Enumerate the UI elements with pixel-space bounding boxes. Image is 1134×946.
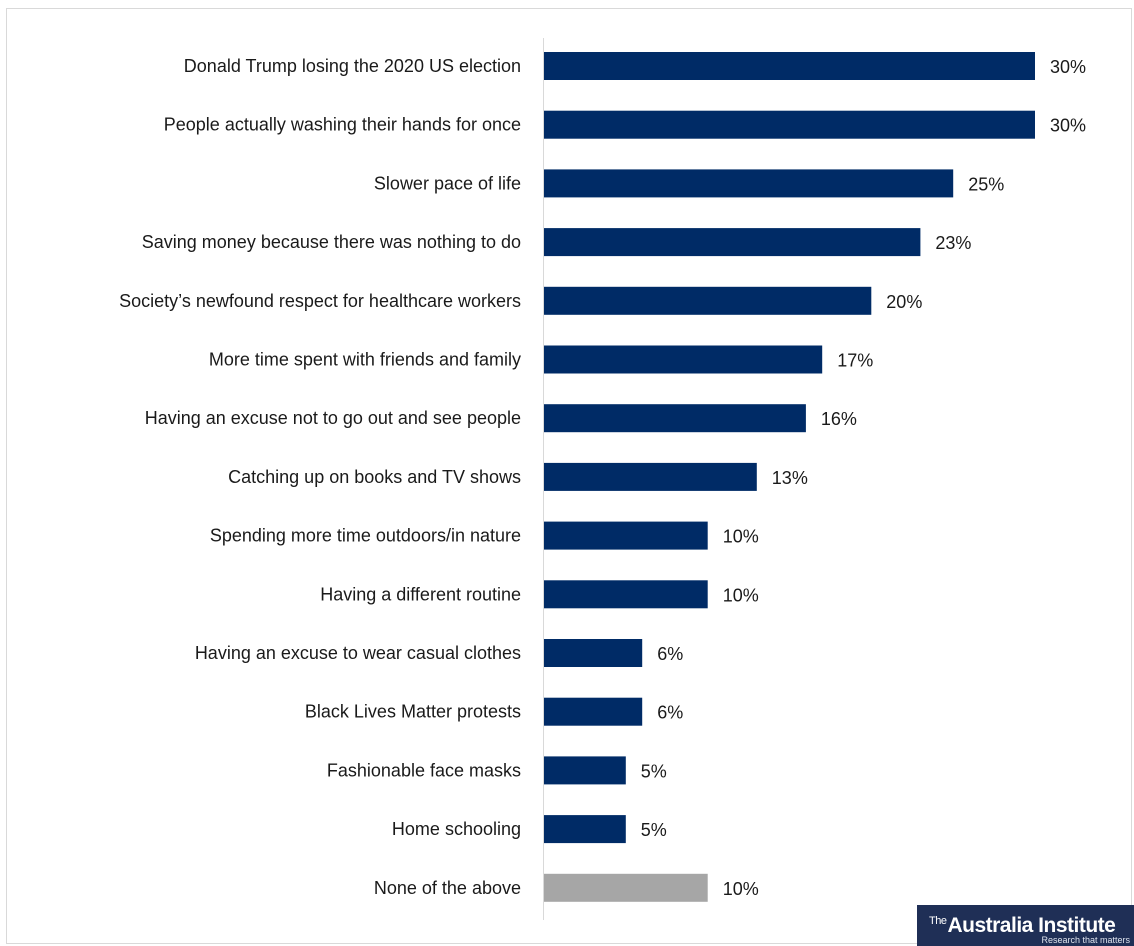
logo-wordmark: TheAustralia Institute <box>929 909 1126 938</box>
value-label-9: 10% <box>723 527 759 547</box>
category-label-3: Slower pace of life <box>374 173 521 193</box>
value-label-10: 10% <box>723 585 759 605</box>
category-label-4: Saving money because there was nothing t… <box>142 232 521 252</box>
value-label-14: 5% <box>641 820 667 840</box>
category-label-15: None of the above <box>374 878 521 898</box>
value-label-7: 16% <box>821 409 857 429</box>
value-label-12: 6% <box>657 703 683 723</box>
category-label-12: Black Lives Matter protests <box>305 702 521 722</box>
value-label-5: 20% <box>886 292 922 312</box>
logo-tagline: Research that matters <box>1041 935 1130 945</box>
logo-name: Australia Institute <box>947 914 1116 937</box>
category-label-9: Spending more time outdoors/in nature <box>210 526 521 546</box>
value-label-13: 5% <box>641 761 667 781</box>
value-label-6: 17% <box>837 351 873 371</box>
bar-2 <box>544 110 1035 139</box>
bar-1 <box>544 52 1035 80</box>
bar-6 <box>544 345 823 374</box>
value-label-1: 30% <box>1050 57 1086 77</box>
category-label-7: Having an excuse not to go out and see p… <box>145 408 521 428</box>
category-label-14: Home schooling <box>392 819 521 839</box>
value-label-2: 30% <box>1050 116 1086 136</box>
bar-8 <box>544 462 757 491</box>
bar-11 <box>544 639 643 667</box>
value-label-11: 6% <box>657 644 683 664</box>
category-label-2: People actually washing their hands for … <box>164 115 521 135</box>
australia-institute-logo: TheAustralia Institute Research that mat… <box>917 905 1134 946</box>
logo-prefix: The <box>929 915 947 927</box>
bar-15 <box>544 873 708 902</box>
bar-5 <box>544 286 872 315</box>
value-labels-group: 30% 30% 25% 23% 20% 17% 16% 13% 10% 10% 6% 6% 5% 5% 10… <box>641 57 1086 899</box>
bar-7 <box>544 404 806 433</box>
bar-14 <box>544 815 626 844</box>
bars-group <box>544 52 1035 902</box>
bar-13 <box>544 756 626 785</box>
value-label-3: 25% <box>968 174 1004 194</box>
category-label-1: Donald Trump losing the 2020 US election <box>184 56 521 76</box>
bar-4 <box>544 228 921 257</box>
category-label-8: Catching up on books and TV shows <box>228 467 521 487</box>
category-labels-group: Donald Trump losing the 2020 US election… <box>119 56 521 898</box>
category-label-6: More time spent with friends and family <box>209 350 521 370</box>
category-label-13: Fashionable face masks <box>327 760 521 780</box>
bar-10 <box>544 580 708 609</box>
bar-12 <box>544 697 643 726</box>
value-label-4: 23% <box>935 233 971 253</box>
bar-3 <box>544 169 954 198</box>
value-label-15: 10% <box>723 879 759 899</box>
bar-9 <box>544 521 708 550</box>
category-label-5: Society’s newfound respect for healthcar… <box>119 291 521 311</box>
category-label-10: Having a different routine <box>320 584 521 604</box>
category-label-11: Having an excuse to wear casual clothes <box>195 643 521 663</box>
value-label-8: 13% <box>772 468 808 488</box>
